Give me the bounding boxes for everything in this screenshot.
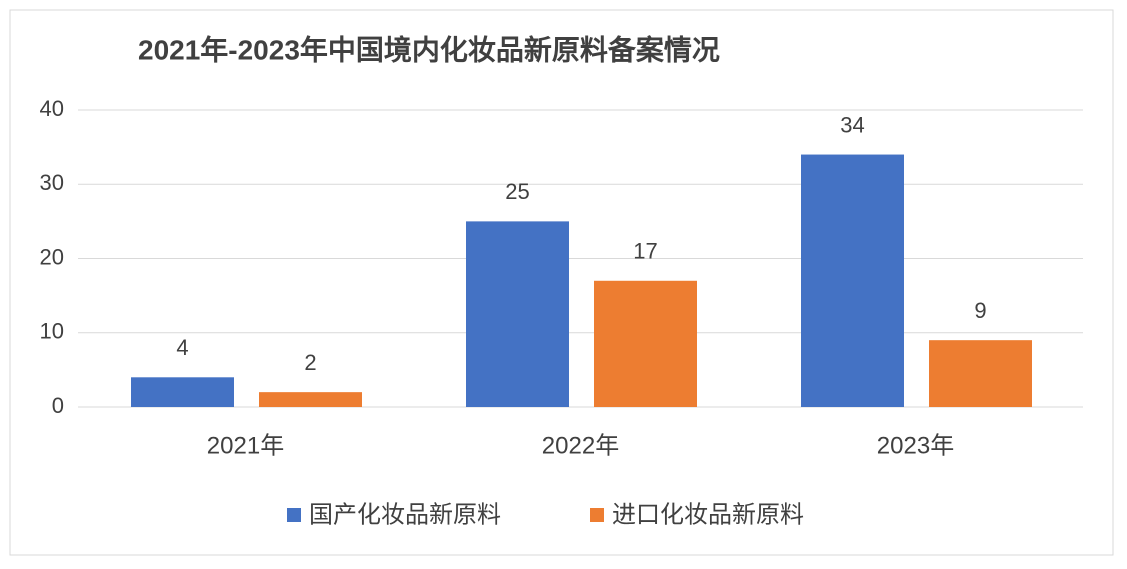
bar bbox=[929, 340, 1032, 407]
legend-swatch bbox=[287, 508, 301, 522]
y-tick-label: 30 bbox=[40, 170, 64, 195]
legend-label: 进口化妆品新原料 bbox=[612, 501, 804, 528]
value-label: 25 bbox=[505, 179, 529, 204]
bar bbox=[466, 221, 569, 407]
y-tick-label: 10 bbox=[40, 319, 64, 344]
value-label: 34 bbox=[840, 112, 864, 137]
value-label: 4 bbox=[176, 335, 188, 360]
x-tick-label: 2023年 bbox=[877, 432, 954, 459]
value-label: 9 bbox=[974, 298, 986, 323]
bar bbox=[801, 154, 904, 407]
x-tick-label: 2022年 bbox=[542, 432, 619, 459]
y-tick-label: 0 bbox=[52, 393, 64, 418]
legend-swatch bbox=[590, 508, 604, 522]
legend-label: 国产化妆品新原料 bbox=[309, 501, 501, 528]
bar bbox=[594, 280, 697, 407]
chart-title: 2021年-2023年中国境内化妆品新原料备案情况 bbox=[138, 33, 720, 65]
y-tick-label: 20 bbox=[40, 244, 64, 269]
bar bbox=[131, 377, 234, 407]
x-tick-label: 2021年 bbox=[207, 432, 284, 459]
bar bbox=[259, 392, 362, 407]
y-tick-label: 40 bbox=[40, 96, 64, 121]
value-label: 17 bbox=[633, 239, 657, 264]
value-label: 2 bbox=[304, 350, 316, 375]
